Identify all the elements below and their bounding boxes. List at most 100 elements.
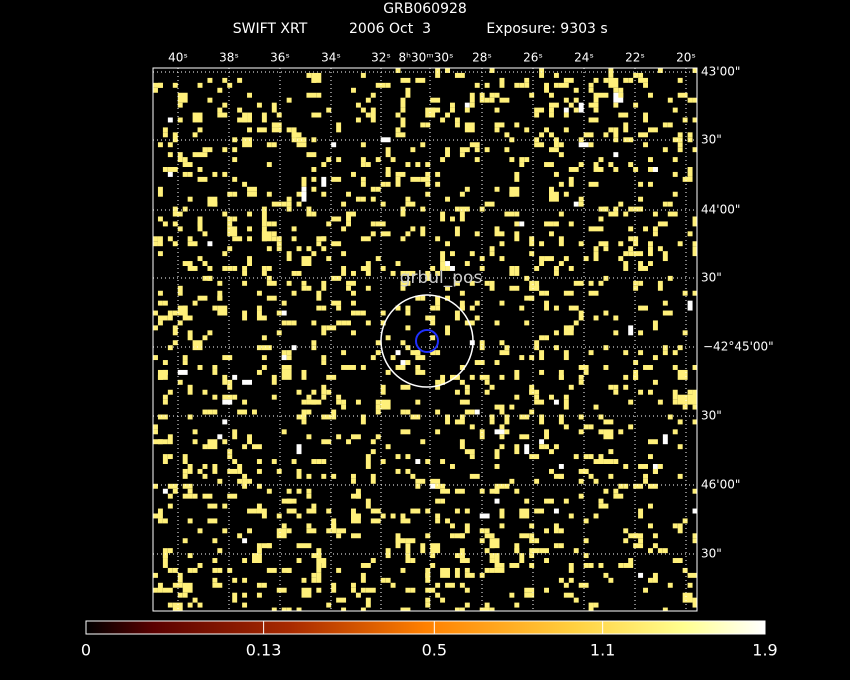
pixel — [682, 404, 688, 410]
pixel — [578, 241, 584, 247]
pixel — [672, 429, 678, 435]
pixel — [167, 310, 173, 321]
pixel — [167, 567, 173, 573]
pixel — [197, 127, 203, 133]
pixel — [514, 548, 520, 554]
pixel — [450, 464, 455, 469]
pixel — [464, 389, 470, 395]
pixel — [370, 473, 376, 484]
pixel — [613, 459, 619, 464]
pixel — [563, 592, 574, 598]
pixel — [370, 231, 376, 237]
pixel — [261, 206, 267, 217]
pixel — [578, 493, 584, 499]
pixel — [336, 305, 342, 311]
pixel — [365, 112, 371, 118]
pixel — [380, 384, 386, 395]
pixel — [598, 226, 604, 232]
pixel — [385, 444, 391, 450]
pixel — [464, 602, 470, 608]
pixel — [157, 320, 163, 326]
pixel — [326, 374, 337, 380]
pixel — [232, 394, 238, 400]
pixel — [534, 107, 545, 113]
pixel — [182, 493, 193, 499]
pixel — [638, 350, 644, 356]
pixel — [395, 468, 401, 474]
title: GRB060928 — [383, 1, 467, 17]
pixel — [237, 117, 248, 123]
pixel — [162, 553, 168, 559]
pixel — [638, 508, 644, 519]
pixel — [633, 360, 639, 365]
pixel — [598, 429, 604, 435]
pixel — [578, 478, 584, 484]
pixel — [355, 196, 361, 202]
pixel — [405, 409, 411, 415]
pixel — [385, 335, 391, 341]
pixel — [301, 409, 307, 420]
pixel — [355, 310, 361, 316]
pixel — [544, 290, 549, 296]
pixel — [618, 256, 624, 262]
pixel — [613, 493, 624, 499]
pixel — [454, 310, 460, 321]
pixel — [212, 394, 218, 400]
pixel — [405, 587, 411, 593]
pixel — [365, 97, 371, 103]
pixel — [504, 414, 510, 425]
pixel — [162, 558, 168, 568]
pixel — [445, 285, 450, 291]
pixel — [167, 152, 173, 158]
ra-label: 20ˢ — [676, 51, 696, 65]
pixel — [336, 394, 342, 400]
pixel — [405, 270, 416, 276]
pixel — [321, 236, 327, 242]
pixel — [539, 369, 545, 375]
pixel — [553, 72, 559, 78]
pixel — [311, 572, 317, 578]
pixel — [662, 350, 668, 356]
pixel — [187, 236, 193, 242]
pixel — [266, 266, 272, 271]
pixel — [435, 483, 441, 489]
pixel — [237, 533, 243, 539]
pixel — [177, 592, 183, 598]
pixel — [643, 365, 653, 370]
pixel — [301, 186, 307, 192]
pixel — [692, 147, 697, 153]
pixel — [153, 513, 163, 519]
pixel — [568, 221, 574, 227]
pixel — [232, 216, 238, 222]
pixel — [153, 241, 158, 247]
pixel — [648, 577, 653, 583]
pixel — [568, 305, 579, 311]
pixel — [321, 473, 327, 479]
pixel — [643, 473, 648, 479]
pixel — [182, 483, 193, 489]
pixel — [454, 122, 460, 128]
pixel — [410, 414, 421, 420]
pixel — [157, 439, 163, 445]
pixel — [192, 132, 198, 138]
pixel — [395, 112, 401, 118]
pixel — [420, 122, 426, 128]
pixel — [692, 246, 697, 257]
pixel — [380, 399, 391, 410]
pixel — [652, 468, 658, 474]
pixel — [588, 280, 594, 286]
pixel — [370, 558, 376, 563]
pixel — [321, 246, 327, 252]
pixel — [568, 577, 574, 583]
position-circle — [415, 329, 439, 353]
pixel — [588, 454, 594, 460]
pixel — [672, 558, 683, 563]
pixel — [365, 587, 376, 593]
pixel — [692, 216, 697, 227]
pixel — [667, 582, 673, 588]
pixel — [692, 597, 697, 608]
pixel — [445, 266, 450, 271]
pixel — [687, 231, 693, 237]
pixel — [276, 468, 282, 474]
